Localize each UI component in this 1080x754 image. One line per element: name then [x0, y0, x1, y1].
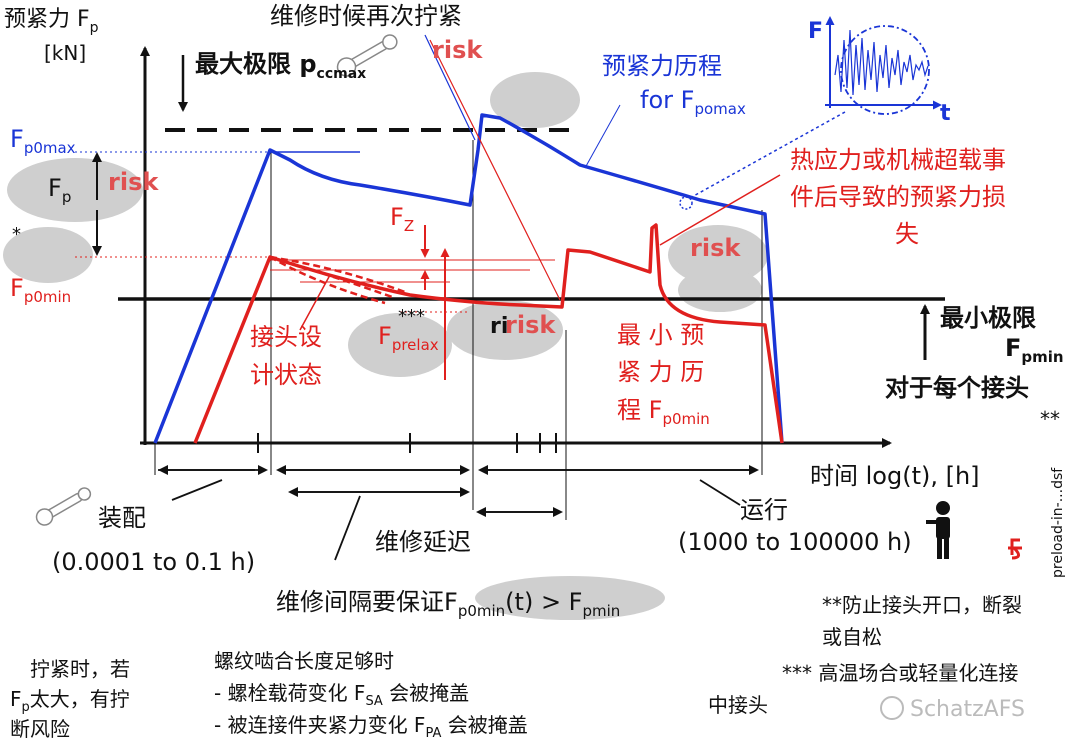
- watermark: SchatzAFS: [880, 696, 1025, 722]
- retighten-label: 维修时候再次拧紧: [270, 2, 462, 30]
- operation-range-label: (1000 to 100000 h): [678, 528, 912, 556]
- triple-star-label: ***: [398, 306, 425, 327]
- fprelax-label: Fprelax: [378, 322, 439, 354]
- maint-delay-label: 维修延迟: [375, 528, 471, 556]
- svg-text:预紧力 Fp: 预紧力 Fp: [4, 7, 99, 36]
- note-mid-2: - 螺栓载荷变化 FSA 会被掩盖: [214, 681, 469, 709]
- blue-retighten-line: [424, 34, 476, 141]
- blue-history-label-2: for Fpomax: [640, 86, 746, 118]
- joint-design-label-2: 计状态: [250, 361, 322, 389]
- min-history-label-1: 最 小 预: [617, 321, 704, 349]
- risk-label-mid: risk: [505, 311, 556, 339]
- person-icon: [926, 501, 950, 559]
- fz-label: FZ: [390, 203, 414, 235]
- operation-label: 运行: [740, 496, 788, 524]
- fp0min-label: Fp0min: [10, 274, 71, 306]
- red-retighten-line: [429, 39, 561, 301]
- blue-history-label-1: 预紧力历程: [602, 52, 722, 80]
- max-limit-label: 最大极限 pccmax: [195, 50, 366, 82]
- note-right-4: 中接头: [708, 693, 768, 717]
- y-axis-unit: [kN]: [44, 41, 86, 65]
- vertical-reference-lines: [154, 140, 763, 520]
- side-label: preload-in-...dsf: [1050, 467, 1066, 578]
- blob-risk-right-2: [678, 268, 762, 312]
- blob-risk-right: [668, 225, 768, 285]
- risk-label-left: risk: [108, 168, 159, 196]
- per-joint-label: 对于每个接头: [885, 374, 1029, 402]
- assembly-range-label: (0.0001 to 0.1 h): [52, 548, 255, 576]
- blue-label-leader: [584, 104, 621, 169]
- min-history-label-2: 紧 力 历: [617, 358, 704, 386]
- y-axis-label: 预紧力 Fp [kN]: [4, 7, 99, 65]
- min-history-label-3: 程 Fp0min: [617, 396, 710, 428]
- red-loss-label-1: 热应力或机械超载事: [790, 146, 1006, 174]
- blob-risk-mid: [447, 300, 563, 360]
- red-loss-label-3: 失: [895, 220, 919, 248]
- note-mid-3: - 被连接件夹紧力变化 FPA 会被掩盖: [214, 713, 528, 741]
- fp0max-label: Fp0max: [10, 125, 76, 157]
- logo-mark-icon: [1008, 538, 1022, 560]
- blob-risk-left: [7, 158, 143, 222]
- assembly-label: 装配: [98, 504, 146, 532]
- blob-star: [3, 227, 93, 283]
- blob-top-mid: [490, 72, 580, 128]
- inset-circle: [840, 25, 930, 115]
- fp-label: Fp: [48, 174, 71, 206]
- note-right-3: *** 高温场合或轻量化连接: [782, 661, 1018, 685]
- note-right-2: 或自松: [822, 625, 882, 649]
- svg-text:SchatzAFS: SchatzAFS: [910, 697, 1025, 722]
- risk-label-top: risk: [432, 36, 483, 64]
- note-left-1: 拧紧时，若: [30, 657, 130, 681]
- inset-signal: [834, 29, 929, 96]
- inset-f-label: F: [808, 19, 823, 44]
- wrench-small-icon: [35, 487, 92, 526]
- red-loss-label-2: 件后导致的预紧力损: [790, 183, 1006, 211]
- min-limit-label: 最小极限: [940, 304, 1036, 332]
- note-right-1: **防止接头开口，断裂: [822, 593, 1022, 617]
- wrench-icon: [336, 34, 398, 77]
- inset-t-label: t: [940, 101, 951, 126]
- risk-overlap-label: ri: [490, 314, 508, 339]
- inset-force-time-graph: [679, 16, 942, 210]
- star-label: *: [12, 224, 21, 245]
- x-axis-ticks: [257, 433, 557, 453]
- note-left-2: Fp太大，有拧: [10, 687, 130, 715]
- blue-preload-curve: [153, 113, 784, 444]
- joint-design-leader: [299, 274, 331, 331]
- red-preload-curve: [193, 223, 784, 444]
- double-star-label: **: [1040, 407, 1060, 431]
- note-mid-1: 螺纹啮合长度足够时: [214, 649, 394, 673]
- time-dimension-arrows: [158, 465, 759, 561]
- watermark-icon: [880, 696, 904, 720]
- joint-design-label-1: 接头设: [250, 323, 322, 351]
- blob-interval: [475, 576, 665, 620]
- note-left-3: 断风险: [10, 717, 70, 741]
- time-axis-label: 时间 log(t), [h]: [810, 462, 980, 490]
- risk-label-right: risk: [690, 234, 741, 262]
- gray-blobs: [3, 72, 768, 620]
- red-loss-leader: [659, 174, 781, 246]
- fpmin-label: Fpmin: [1005, 334, 1064, 366]
- interval-label: 维修间隔要保证Fp0min(t) > Fpmin: [276, 588, 620, 620]
- inset-target-circle: [679, 196, 693, 210]
- blob-relax: [348, 313, 452, 377]
